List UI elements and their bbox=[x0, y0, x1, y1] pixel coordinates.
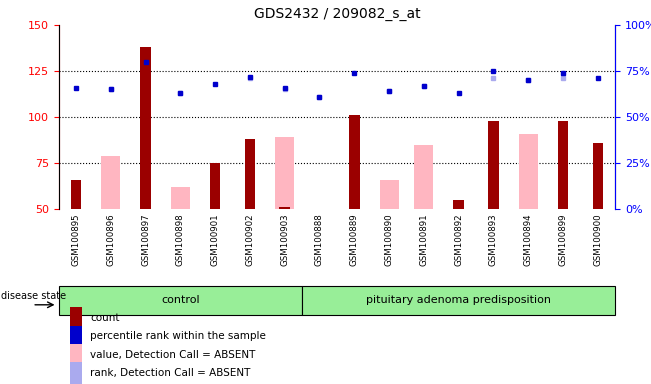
Text: GSM100894: GSM100894 bbox=[523, 213, 533, 266]
Bar bbox=[558, 121, 568, 209]
Text: control: control bbox=[161, 295, 200, 306]
Text: GSM100889: GSM100889 bbox=[350, 213, 359, 266]
Text: GSM100898: GSM100898 bbox=[176, 213, 185, 266]
Text: GSM100903: GSM100903 bbox=[280, 213, 289, 266]
Bar bbox=[519, 134, 538, 209]
Bar bbox=[70, 344, 82, 366]
Bar bbox=[141, 47, 151, 209]
Bar bbox=[245, 139, 255, 209]
Bar bbox=[59, 286, 302, 315]
Bar bbox=[279, 207, 290, 209]
Text: GSM100900: GSM100900 bbox=[593, 213, 602, 266]
Bar bbox=[302, 286, 615, 315]
Title: GDS2432 / 209082_s_at: GDS2432 / 209082_s_at bbox=[254, 7, 420, 21]
Text: GSM100895: GSM100895 bbox=[72, 213, 81, 266]
Bar bbox=[70, 307, 82, 329]
Bar bbox=[70, 326, 82, 347]
Text: GSM100890: GSM100890 bbox=[385, 213, 394, 266]
Bar bbox=[592, 143, 603, 209]
Text: GSM100897: GSM100897 bbox=[141, 213, 150, 266]
Text: GSM100891: GSM100891 bbox=[419, 213, 428, 266]
Text: GSM100893: GSM100893 bbox=[489, 213, 498, 266]
Text: disease state: disease state bbox=[1, 291, 66, 301]
Text: value, Detection Call = ABSENT: value, Detection Call = ABSENT bbox=[90, 350, 256, 360]
Text: count: count bbox=[90, 313, 120, 323]
Text: rank, Detection Call = ABSENT: rank, Detection Call = ABSENT bbox=[90, 368, 251, 378]
Bar bbox=[210, 163, 220, 209]
Bar bbox=[349, 115, 359, 209]
Bar bbox=[414, 145, 434, 209]
Text: GSM100901: GSM100901 bbox=[211, 213, 219, 266]
Bar bbox=[70, 362, 82, 384]
Bar bbox=[171, 187, 190, 209]
Text: GSM100896: GSM100896 bbox=[106, 213, 115, 266]
Text: GSM100899: GSM100899 bbox=[559, 213, 568, 266]
Bar bbox=[275, 137, 294, 209]
Text: GSM100888: GSM100888 bbox=[315, 213, 324, 266]
Bar bbox=[71, 180, 81, 209]
Bar bbox=[488, 121, 499, 209]
Text: percentile rank within the sample: percentile rank within the sample bbox=[90, 331, 266, 341]
Text: GSM100892: GSM100892 bbox=[454, 213, 463, 266]
Text: GSM100902: GSM100902 bbox=[245, 213, 255, 266]
Text: pituitary adenoma predisposition: pituitary adenoma predisposition bbox=[366, 295, 551, 306]
Bar bbox=[101, 156, 120, 209]
Bar bbox=[380, 180, 398, 209]
Bar bbox=[454, 200, 464, 209]
